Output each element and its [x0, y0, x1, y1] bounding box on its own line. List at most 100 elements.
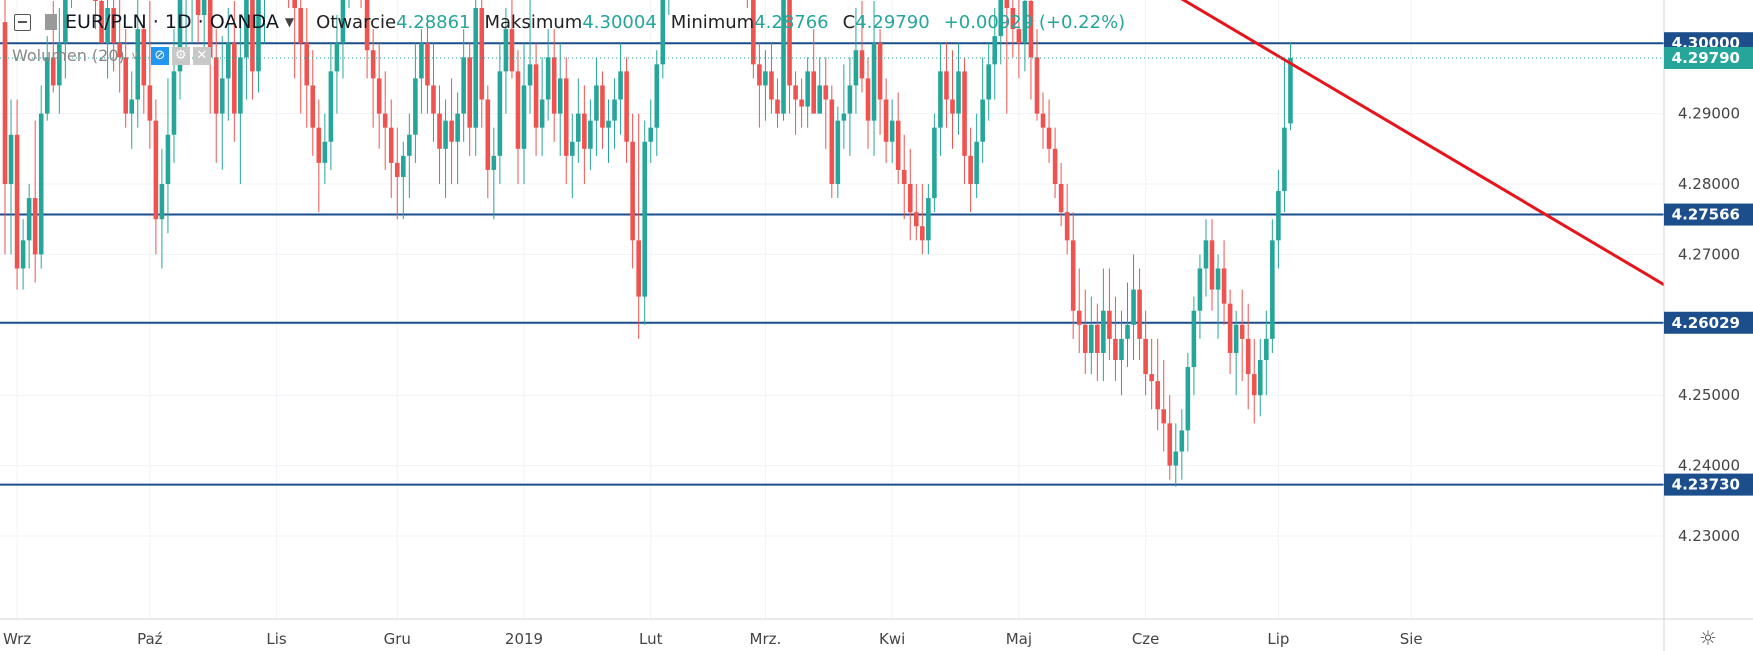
candle	[539, 57, 545, 156]
candle-body	[111, 8, 116, 44]
candle-body	[1070, 240, 1076, 311]
x-tick-label: Maj	[1006, 630, 1032, 648]
candle	[811, 29, 816, 114]
candle	[1082, 289, 1088, 375]
x-tick-label: Lis	[266, 630, 287, 648]
candle-body	[232, 43, 237, 114]
candle-body	[545, 57, 551, 100]
candle	[793, 71, 798, 135]
candle	[1191, 296, 1197, 396]
candle	[1149, 338, 1154, 410]
candle	[853, 8, 859, 114]
x-tick-label: Gru	[384, 630, 411, 648]
candle-body	[57, 43, 62, 86]
x-tick-label: Kwi	[879, 630, 905, 648]
candle	[443, 99, 448, 199]
candle-body	[1113, 338, 1118, 360]
candle-body	[14, 134, 20, 269]
candle-body	[328, 71, 334, 142]
candle-body	[974, 141, 979, 184]
candle-body	[63, 0, 68, 44]
candle-body	[757, 64, 762, 86]
candle	[938, 43, 943, 156]
candle-body	[292, 0, 297, 8]
candle	[99, 0, 104, 44]
candle-body	[93, 0, 98, 1]
candle-body	[1282, 127, 1287, 192]
candle	[841, 64, 847, 149]
candle-body	[177, 0, 183, 72]
candle	[322, 113, 328, 184]
chevron-down-icon[interactable]: ▼	[284, 15, 295, 29]
candle	[871, 0, 877, 156]
candle	[1022, 0, 1028, 72]
settings-icon[interactable]: ⚙	[171, 46, 190, 65]
candle-body	[515, 71, 521, 149]
candle	[624, 57, 629, 163]
symbol-title[interactable]: EUR/PLN · 1D · OANDA	[65, 11, 279, 33]
candle	[1010, 0, 1016, 58]
level-price-label: 4.26029	[1672, 314, 1740, 332]
candle-body	[219, 78, 225, 114]
candle-body	[950, 99, 955, 114]
candle-body	[364, 0, 370, 51]
candle	[799, 78, 804, 128]
candle-body	[503, 29, 509, 72]
candle-body	[310, 85, 316, 128]
candle-body	[316, 127, 322, 163]
candle	[1028, 0, 1034, 100]
candle	[865, 57, 871, 149]
visibility-icon[interactable]: ⊘	[150, 46, 169, 65]
candle-body	[799, 99, 804, 107]
candle	[1064, 184, 1070, 255]
candle-body	[485, 99, 491, 170]
candle	[1161, 360, 1167, 452]
candle-body	[407, 134, 412, 156]
candle-body	[576, 113, 581, 142]
time-axis: Wrz Paź Lis Gru 2019 Lut Mrz. Kwi Maj Cze Lip Sie ☼	[0, 618, 1753, 650]
candle-body	[1064, 212, 1070, 241]
collapse-icon[interactable]	[14, 13, 31, 31]
chevron-down-icon[interactable]: ∨	[130, 49, 139, 62]
candle-body	[992, 36, 998, 65]
candle	[889, 99, 895, 163]
candle-body	[38, 113, 44, 255]
candle-body	[1058, 184, 1064, 213]
candle	[449, 78, 454, 184]
candle-body	[153, 120, 159, 220]
candle	[582, 85, 587, 184]
x-tick-label: Cze	[1132, 630, 1160, 648]
candle-body	[1203, 240, 1209, 269]
candle	[817, 57, 823, 114]
candle	[232, 0, 237, 142]
candle	[503, 8, 509, 114]
candle	[1215, 254, 1221, 339]
candle-body	[497, 71, 503, 156]
candle	[847, 57, 853, 156]
candle-body	[8, 134, 14, 184]
candle-body	[401, 155, 406, 177]
candle	[1058, 162, 1064, 227]
candle	[1040, 92, 1046, 149]
candle-body	[20, 240, 26, 269]
candle-body	[835, 120, 841, 184]
candle	[920, 184, 925, 255]
candle	[191, 0, 193, 44]
candle	[316, 99, 322, 213]
candle	[992, 8, 998, 100]
volume-label[interactable]: Wolumen (20)	[12, 46, 125, 65]
candle	[588, 99, 593, 170]
candle	[1137, 268, 1142, 360]
candle	[1257, 338, 1263, 417]
close-icon[interactable]: ✕	[192, 46, 211, 65]
candle	[238, 15, 243, 184]
candle	[569, 113, 575, 199]
candle-body	[889, 120, 895, 142]
candle-body	[913, 212, 919, 227]
candle-body	[165, 134, 171, 184]
candle	[618, 43, 623, 135]
candle	[485, 85, 491, 199]
candle	[1101, 268, 1106, 382]
candle-body	[1040, 113, 1046, 128]
candle-body	[1185, 367, 1191, 431]
